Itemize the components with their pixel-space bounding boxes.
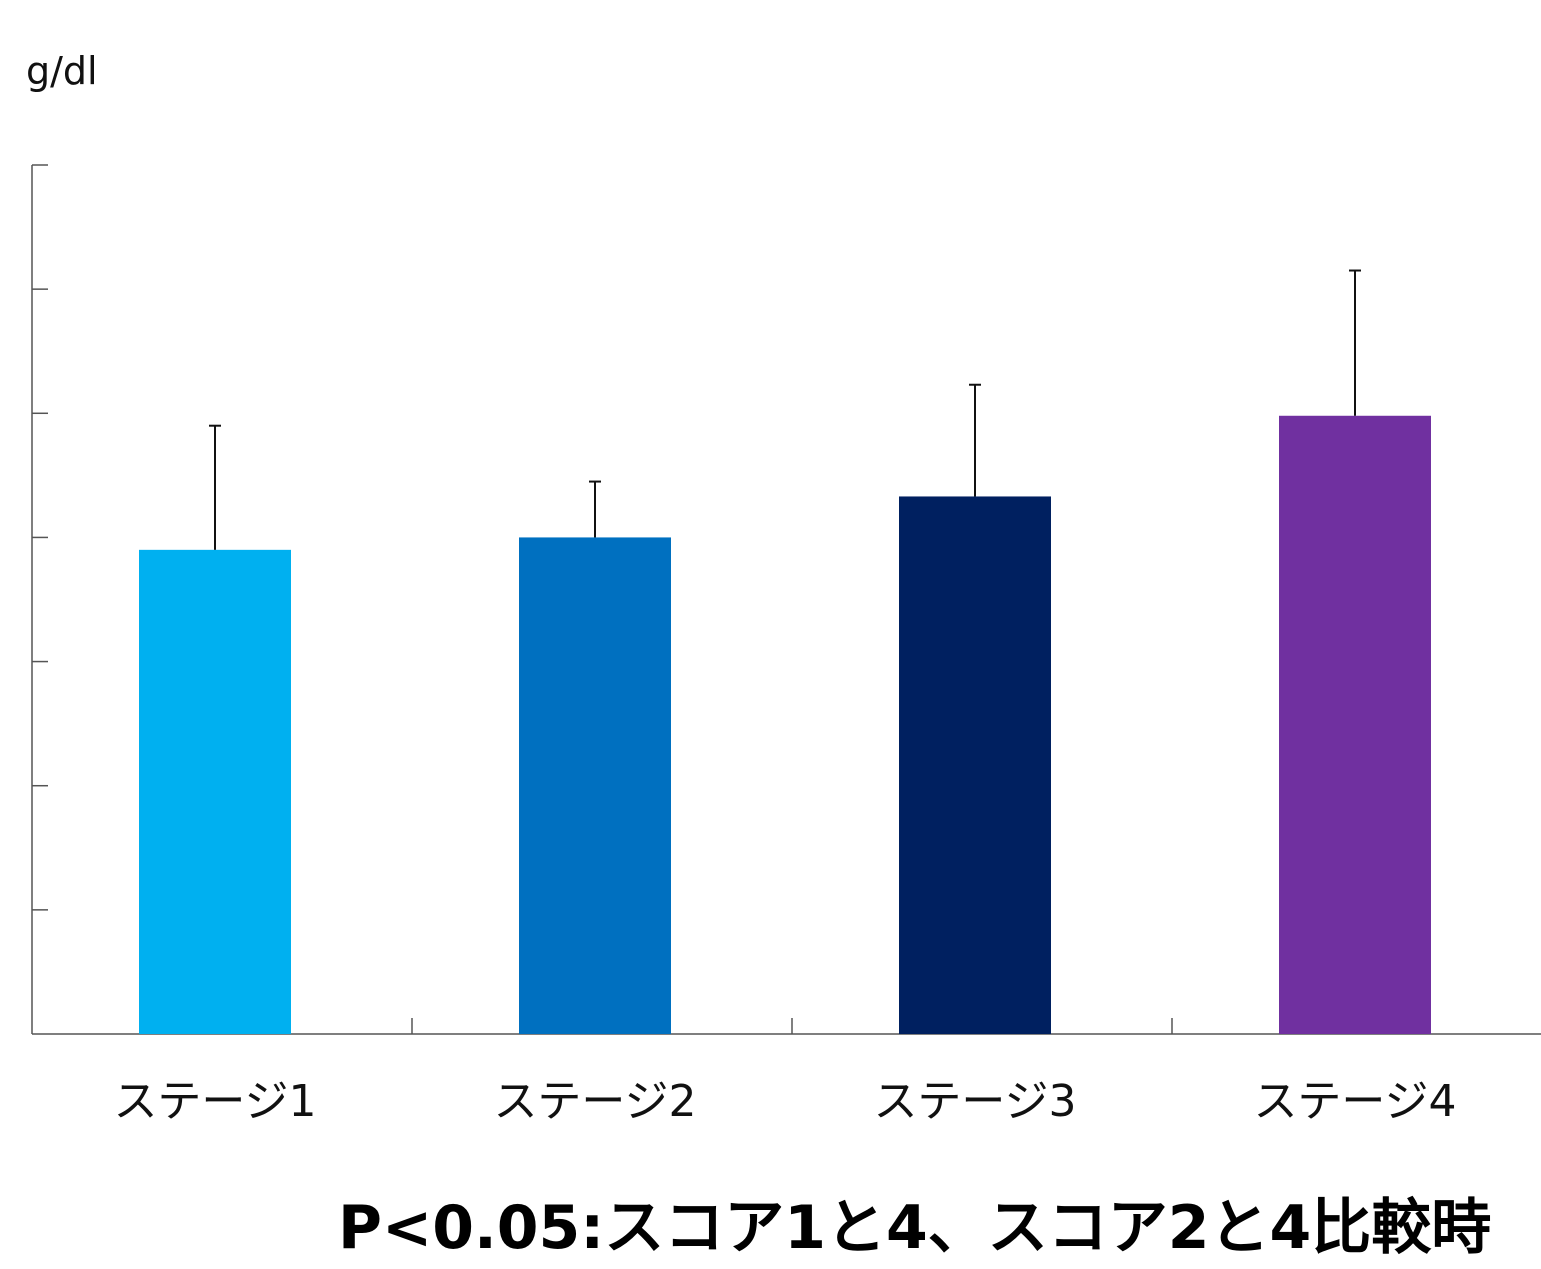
bar <box>139 549 291 1034</box>
x-tick-label: ステージ3 <box>873 1076 1076 1127</box>
bar-series <box>139 415 1431 1035</box>
x-tick-label: ステージ1 <box>113 1076 316 1127</box>
x-tick-label: ステージ2 <box>493 1076 696 1127</box>
x-tick-label: ステージ4 <box>1253 1076 1456 1127</box>
bar <box>519 537 671 1034</box>
x-axis-category-labels: ステージ1 ステージ2 ステージ3 ステージ4 <box>113 1076 1456 1127</box>
error-bars <box>209 269 1361 550</box>
y-axis-unit-label: g/dl <box>26 49 98 93</box>
bar <box>899 496 1051 1034</box>
significance-note: P<0.05:スコア1と4、スコア2と4比較時 <box>338 1193 1491 1263</box>
bar <box>1279 415 1431 1035</box>
